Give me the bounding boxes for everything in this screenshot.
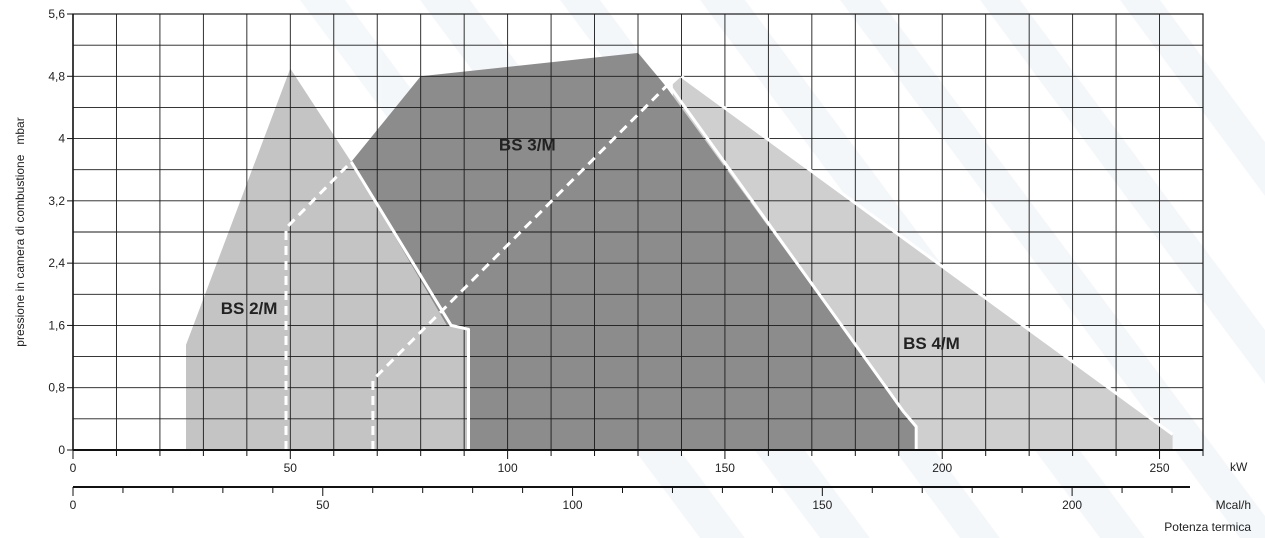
x-tick-label: 100 xyxy=(498,461,518,475)
boundary-line-solid xyxy=(680,75,1174,436)
x2-tick-label: 50 xyxy=(316,498,330,512)
region-label-bs-2-m: BS 2/M xyxy=(221,299,278,318)
x2-tick-label: 0 xyxy=(70,498,77,512)
y-tick-label: 3,2 xyxy=(48,194,65,208)
y-tick-label: 0 xyxy=(58,443,65,457)
x-tick-label: 200 xyxy=(932,461,952,475)
x-tick-label: 50 xyxy=(284,461,298,475)
y-tick-label: 5,6 xyxy=(48,7,65,21)
x-tick-label: 0 xyxy=(70,461,77,475)
y-tick-label: 4 xyxy=(58,132,65,146)
x-axis-unit-kw: kW xyxy=(1230,460,1248,474)
region-bs-3-m xyxy=(351,52,917,450)
y-tick-label: 1,6 xyxy=(48,318,65,332)
y-tick-label: 0,8 xyxy=(48,381,65,395)
boundary-line-solid xyxy=(349,161,470,450)
labels-layer: BS 2/M BS 3/M BS 4/M xyxy=(221,135,960,353)
grid-layer xyxy=(72,13,1204,451)
region-label-bs-3-m: BS 3/M xyxy=(499,135,556,154)
y-tick-label: 4,8 xyxy=(48,69,65,83)
x-tick-label: 150 xyxy=(715,461,735,475)
axes-layer: 0 50 100 150 200 250 kW 0 0,8 1,6 2,4 3,2 4 4,8 5,6 pre… xyxy=(13,7,1251,534)
x2-tick-label: 150 xyxy=(812,498,832,512)
x2-tick-label: 200 xyxy=(1062,498,1082,512)
x2-tick-label: 100 xyxy=(563,498,583,512)
boundary-line-solid xyxy=(667,83,918,450)
boundary-line-dashed xyxy=(371,83,670,450)
region-label-bs-4-m: BS 4/M xyxy=(903,334,960,353)
y-axis-title: pressione in camera di combustione mbar xyxy=(13,117,27,346)
boundary-lines-layer xyxy=(284,75,1174,450)
y-tick-label: 2,4 xyxy=(48,256,65,270)
x2-axis-unit-mcalh: Mcal/h xyxy=(1216,498,1251,512)
x-tick-label: 250 xyxy=(1150,461,1170,475)
x-axis-title: Potenza termica xyxy=(1164,520,1251,534)
